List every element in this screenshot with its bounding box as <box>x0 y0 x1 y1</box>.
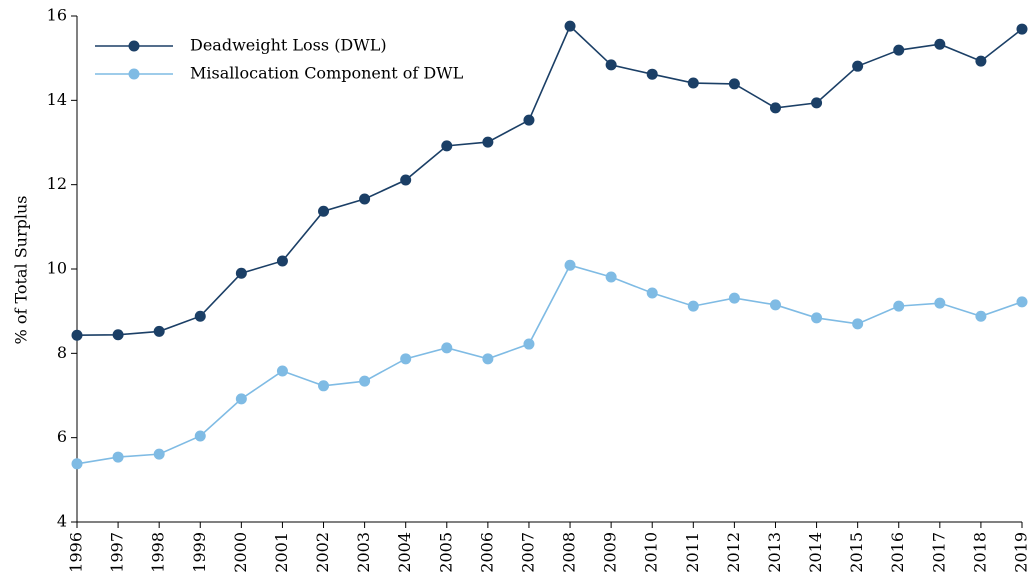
data-point <box>71 458 83 470</box>
data-point <box>852 60 864 72</box>
series-line <box>76 24 1023 337</box>
data-point <box>523 114 535 126</box>
data-point <box>852 318 864 330</box>
data-point <box>318 205 330 217</box>
x-tick-label: 2010 <box>642 532 661 573</box>
x-tick-label: 2009 <box>601 532 620 573</box>
data-point <box>728 78 740 90</box>
y-tick-label: 6 <box>57 427 67 446</box>
data-point <box>441 342 453 354</box>
data-point <box>153 448 165 460</box>
series-line <box>76 264 1023 465</box>
data-point <box>71 329 83 341</box>
data-point <box>112 451 124 463</box>
x-tick-label: 1998 <box>149 532 168 573</box>
x-tick-label: 2011 <box>683 532 702 573</box>
legend-label: Misallocation Component of DWL <box>190 64 464 83</box>
legend-marker <box>128 40 140 52</box>
data-point <box>441 140 453 152</box>
data-point <box>359 193 371 205</box>
data-point <box>975 55 987 67</box>
data-point <box>605 271 617 283</box>
data-point <box>318 380 330 392</box>
x-tick-label: 1996 <box>67 532 86 573</box>
data-point <box>482 136 494 148</box>
data-point <box>194 310 206 322</box>
x-tick-label: 2008 <box>560 532 579 573</box>
data-point <box>276 365 288 377</box>
data-point <box>194 430 206 442</box>
x-tick-label: 2013 <box>765 532 784 573</box>
x-tick-label: 2003 <box>354 532 373 573</box>
x-tick-label: 2019 <box>1012 532 1031 573</box>
data-point <box>400 174 412 186</box>
y-tick-label: 8 <box>57 343 67 362</box>
data-point <box>769 102 781 114</box>
x-tick-label: 2007 <box>518 532 537 573</box>
data-point <box>276 255 288 267</box>
data-point <box>646 287 658 299</box>
x-tick-label: 2001 <box>272 532 291 573</box>
data-point <box>811 97 823 109</box>
x-tick-label: 2002 <box>313 532 332 573</box>
data-point <box>893 44 905 56</box>
y-tick-label: 14 <box>47 90 67 109</box>
data-point <box>482 353 494 365</box>
data-point <box>605 59 617 71</box>
data-point <box>1016 23 1028 35</box>
data-point <box>564 20 576 32</box>
x-tick-label: 2014 <box>806 532 825 573</box>
x-tick-label: 2012 <box>724 532 743 573</box>
data-point <box>687 77 699 89</box>
data-point <box>975 310 987 322</box>
data-point <box>769 299 781 311</box>
x-tick-label: 2000 <box>231 532 250 573</box>
data-point <box>153 325 165 337</box>
x-tick-label: 2018 <box>970 532 989 573</box>
data-point <box>687 300 699 312</box>
x-tick-label: 2005 <box>436 532 455 573</box>
legend-label: Deadweight Loss (DWL) <box>190 36 387 55</box>
data-point <box>646 68 658 80</box>
data-point <box>811 312 823 324</box>
data-point <box>400 353 412 365</box>
data-point <box>564 259 576 271</box>
y-tick-label: 12 <box>47 174 67 193</box>
x-tick-label: 1999 <box>190 532 209 573</box>
x-tick-label: 2015 <box>847 532 866 573</box>
y-tick-label: 10 <box>47 259 67 278</box>
data-point <box>893 300 905 312</box>
x-tick-label: 2017 <box>929 532 948 573</box>
x-tick-label: 1997 <box>108 532 127 573</box>
x-tick-label: 2004 <box>395 532 414 573</box>
legend-marker <box>128 68 140 80</box>
data-point <box>934 297 946 309</box>
y-tick-label: 4 <box>57 512 67 531</box>
x-tick-label: 2006 <box>477 532 496 573</box>
y-axis-label: % of Total Surplus <box>12 196 31 345</box>
data-point <box>359 375 371 387</box>
y-tick-label: 16 <box>47 6 67 25</box>
data-point <box>728 292 740 304</box>
x-tick-label: 2016 <box>888 532 907 573</box>
data-point <box>235 267 247 279</box>
data-point <box>1016 296 1028 308</box>
data-point <box>235 393 247 405</box>
data-point <box>934 38 946 50</box>
data-point <box>112 329 124 341</box>
data-point <box>523 338 535 350</box>
